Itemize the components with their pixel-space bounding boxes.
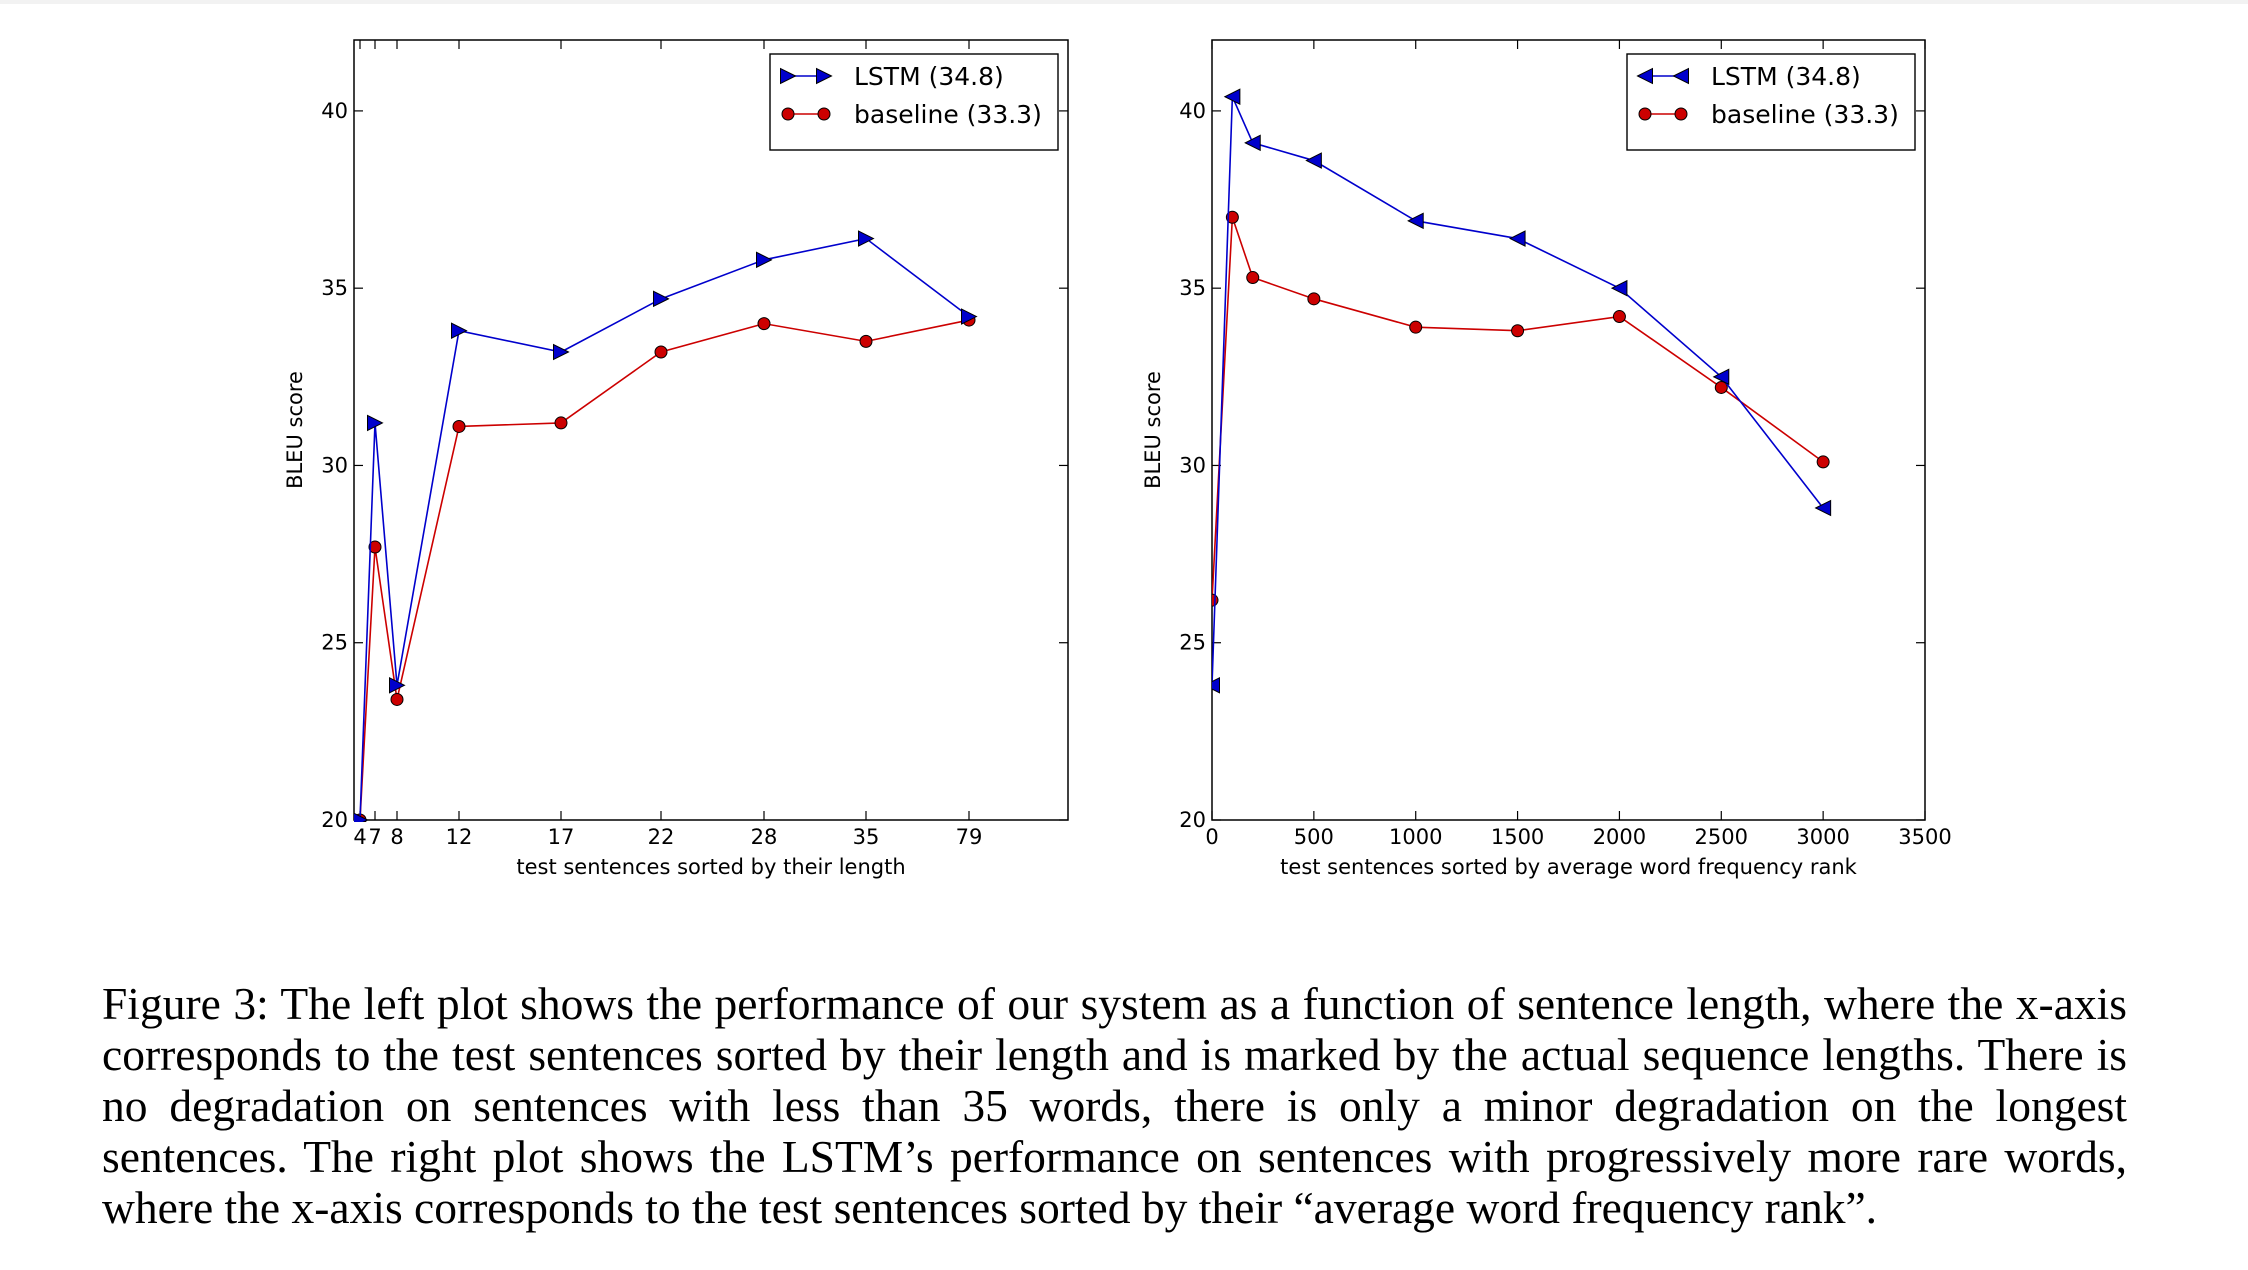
right-data-point: [1305, 152, 1322, 169]
left-data-point: [390, 692, 404, 706]
left-x-tick-label: 28: [751, 825, 778, 849]
left-series-baseline: [354, 313, 976, 822]
left-y-tick-label: 30: [321, 453, 348, 477]
right-x-tick-label: 2500: [1695, 825, 1748, 849]
left-data-point: [653, 290, 670, 308]
right-data-point: [1712, 368, 1730, 386]
left-y-tick-label: 35: [321, 276, 348, 300]
left-x-tick-label: 12: [446, 825, 473, 849]
left-data-point: [756, 251, 773, 269]
left-data-point: [961, 308, 978, 325]
right-data-point: [1212, 676, 1220, 694]
right-series-line: [1212, 217, 1824, 601]
left-legend-label: LSTM (34.8): [854, 62, 1004, 91]
left-x-tick-label: 79: [956, 825, 983, 849]
left-data-point: [654, 345, 668, 359]
right-data-point: [1409, 320, 1423, 334]
left-legend-marker: [816, 67, 833, 85]
left-data-point: [389, 676, 406, 694]
right-legend-box: [1626, 53, 1916, 151]
right-data-point: [1407, 212, 1424, 230]
right-x-tick-label: 1000: [1389, 825, 1442, 849]
right-x-tick-label: 2000: [1593, 825, 1646, 849]
left-y-axis-label: BLEU score: [283, 371, 307, 489]
right-x-tick-label: 0: [1205, 825, 1218, 849]
right-y-axis-label: BLEU score: [1141, 371, 1165, 489]
left-x-tick-label: 7: [368, 825, 381, 849]
right-legend-label: LSTM (34.8): [1711, 62, 1861, 91]
left-data-point: [859, 334, 873, 348]
right-x-tick-label: 3000: [1796, 825, 1849, 849]
left-data-point: [367, 414, 384, 432]
right-series-lstm: [1212, 88, 1832, 694]
left-data-point: [757, 317, 771, 331]
right-data-point: [1223, 88, 1241, 106]
right-data-point: [1610, 279, 1628, 297]
left-legend-marker: [781, 107, 795, 121]
right-y-tick-label: 30: [1179, 453, 1206, 477]
left-x-tick-label: 22: [648, 825, 675, 849]
right-data-point: [1246, 271, 1260, 285]
left-y-tick-label: 20: [321, 808, 348, 832]
right-data-point: [1508, 230, 1526, 247]
right-plot-frame: [1211, 39, 1926, 821]
left-data-point: [858, 230, 875, 247]
left-x-tick-label: 17: [548, 825, 575, 849]
right-legend-marker: [1636, 67, 1653, 85]
left-y-tick-label: 25: [321, 631, 348, 655]
left-series-lstm: [354, 230, 978, 822]
left-y-tick-label: 40: [321, 99, 348, 123]
right-data-point: [1212, 593, 1219, 607]
right-data-point: [1714, 380, 1728, 394]
left-legend-marker: [817, 107, 831, 121]
right-x-tick-label: 1500: [1491, 825, 1544, 849]
left-series-line: [359, 319, 970, 821]
right-series-baseline: [1212, 210, 1830, 607]
figure-charts: 20 25 30 35 40 4 7 8 12 17 22 28 35 79 test sentences …: [283, 39, 1952, 879]
left-data-point: [554, 416, 568, 430]
right-legend-marker: [1674, 107, 1688, 121]
left-plot-frame: [353, 39, 1069, 821]
right-data-point: [1816, 455, 1830, 469]
left-x-tick-label: 8: [390, 825, 403, 849]
right-x-tick-label: 500: [1294, 825, 1334, 849]
left-data-point: [451, 322, 468, 340]
right-data-point: [1814, 499, 1832, 517]
right-data-point: [1225, 210, 1239, 224]
right-legend-marker: [1672, 67, 1689, 85]
right-x-tick-label: 3500: [1898, 825, 1951, 849]
left-data-point: [553, 343, 570, 361]
left-legend-label: baseline (33.3): [854, 100, 1042, 129]
left-x-tick-label: 35: [853, 825, 880, 849]
right-legend-label: baseline (33.3): [1711, 100, 1899, 129]
right-y-tick-label: 20: [1179, 808, 1206, 832]
figure-caption: Figure 3: The left plot shows the perfor…: [102, 978, 2127, 1233]
right-data-point: [1612, 310, 1626, 324]
page-top-border: [0, 0, 2248, 4]
right-x-axis-label: test sentences sorted by average word fr…: [1280, 855, 1857, 879]
right-series-line: [1212, 96, 1824, 686]
right-y-tick-label: 35: [1179, 276, 1206, 300]
right-data-point: [1511, 324, 1525, 338]
left-legend-marker: [780, 67, 797, 85]
left-data-point: [452, 419, 466, 433]
left-data-point: [354, 812, 369, 822]
left-data-point: [368, 540, 382, 554]
right-y-tick-label: 25: [1179, 631, 1206, 655]
right-data-point: [1244, 134, 1261, 152]
left-x-tick-label: 4: [353, 825, 366, 849]
right-y-tick-label: 40: [1179, 99, 1206, 123]
right-legend-marker: [1638, 107, 1652, 121]
right-data-point: [1307, 292, 1321, 306]
left-x-axis-label: test sentences sorted by their length: [516, 855, 905, 879]
